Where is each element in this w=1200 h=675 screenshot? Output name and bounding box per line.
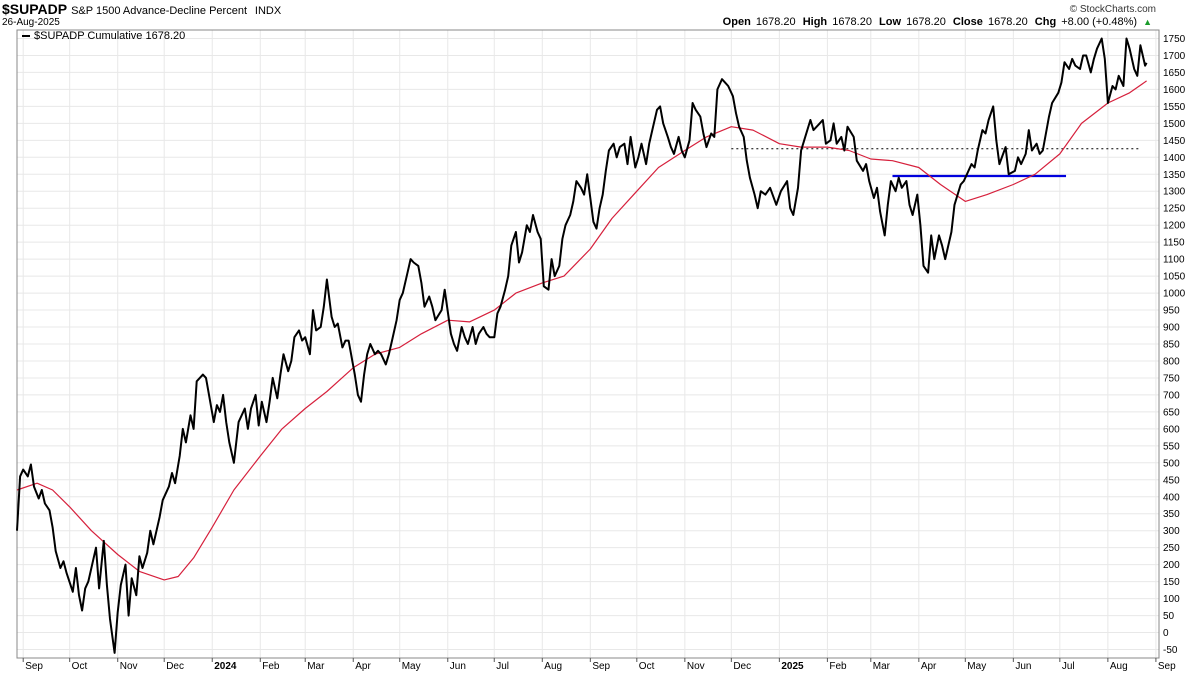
- exchange: INDX: [254, 5, 282, 17]
- y-tick-label: 1300: [1163, 187, 1186, 198]
- x-tick-label: Dec: [733, 661, 751, 672]
- y-tick-label: 1700: [1163, 51, 1186, 62]
- x-tick-label: Sep: [592, 661, 610, 672]
- x-tick-label: Dec: [166, 661, 184, 672]
- x-tick-label: Aug: [1110, 661, 1128, 672]
- x-tick-label: Sep: [1158, 661, 1176, 672]
- series-lines: [16, 37, 1148, 654]
- x-tick-label: Feb: [829, 661, 847, 672]
- chart-date: 26-Aug-2025: [2, 17, 60, 28]
- y-tick-label: 250: [1163, 543, 1180, 554]
- open-label: Open: [722, 16, 751, 28]
- y-tick-label: 150: [1163, 577, 1180, 588]
- x-tick-label: Apr: [921, 661, 937, 672]
- description: S&P 1500 Advance-Decline Percent: [71, 5, 248, 17]
- x-tick-label: 2025: [781, 661, 804, 672]
- x-tick-label: 2024: [214, 661, 237, 672]
- y-tick-label: 1000: [1163, 289, 1186, 300]
- y-tick-label: 1450: [1163, 136, 1186, 147]
- y-tick-label: 950: [1163, 306, 1180, 317]
- x-axis-ticks: Sep Oct Nov Dec 2024 Feb Mar Apr May Jun Jul Aug Sep…: [17, 657, 1176, 672]
- y-tick-label: 350: [1163, 509, 1180, 520]
- x-tick-label: Jul: [1062, 661, 1075, 672]
- y-tick-label: 1200: [1163, 221, 1186, 232]
- low-label: Low: [879, 16, 902, 28]
- x-tick-label: May: [402, 661, 421, 672]
- x-tick-label: Apr: [355, 661, 371, 672]
- x-tick-label: Oct: [72, 661, 88, 672]
- y-tick-label: 300: [1163, 526, 1180, 537]
- x-tick-label: Feb: [262, 661, 280, 672]
- y-tick-label: 1500: [1163, 119, 1186, 130]
- x-tick-label: Nov: [120, 661, 138, 672]
- y-tick-label: 200: [1163, 560, 1180, 571]
- y-axis-ticks: -50 0 50 100 150 200 250 300 350 400 450 500 550 600 6…: [1163, 34, 1186, 656]
- y-tick-label: 100: [1163, 594, 1180, 605]
- y-tick-label: 700: [1163, 390, 1180, 401]
- y-tick-label: 1600: [1163, 85, 1186, 96]
- y-tick-label: 450: [1163, 475, 1180, 486]
- chg-value: +8.00 (+0.48%): [1061, 16, 1138, 28]
- y-tick-label: 1350: [1163, 170, 1186, 181]
- open-value: 1678.20: [755, 16, 796, 28]
- x-tick-label: Jun: [1015, 661, 1031, 672]
- grid-lines: [17, 30, 1159, 658]
- y-tick-label: 1100: [1163, 255, 1185, 266]
- y-tick-label: 1400: [1163, 153, 1186, 164]
- y-tick-label: 1550: [1163, 102, 1186, 113]
- y-tick-label: 1050: [1163, 272, 1186, 283]
- x-tick-label: Nov: [687, 661, 705, 672]
- y-tick-label: 400: [1163, 492, 1180, 503]
- annotations: [731, 148, 1141, 178]
- x-tick-label: Oct: [639, 661, 655, 672]
- low-value: 1678.20: [906, 16, 946, 28]
- x-tick-label: May: [967, 661, 986, 672]
- y-tick-label: 600: [1163, 424, 1180, 435]
- y-tick-label: 500: [1163, 458, 1180, 469]
- high-value: 1678.20: [832, 16, 872, 28]
- y-tick-label: 1650: [1163, 68, 1186, 79]
- y-tick-label: 900: [1163, 323, 1180, 334]
- y-tick-label: 850: [1163, 340, 1180, 351]
- chg-label: Chg: [1034, 16, 1057, 28]
- x-tick-label: Mar: [307, 661, 325, 672]
- x-tick-label: Mar: [873, 661, 891, 672]
- y-tick-label: 800: [1163, 356, 1180, 367]
- legend-label: $SUPADP Cumulative 1678.20: [34, 30, 186, 42]
- legend-swatch: [22, 35, 30, 38]
- x-tick-label: Jul: [496, 661, 509, 672]
- high-label: High: [802, 16, 828, 28]
- y-tick-label: -50: [1163, 645, 1178, 656]
- x-tick-label: Jun: [450, 661, 466, 672]
- x-tick-label: Sep: [25, 661, 43, 672]
- y-tick-label: 550: [1163, 441, 1180, 452]
- close-value: 1678.20: [987, 16, 1028, 28]
- symbol: $SUPADP: [2, 1, 68, 17]
- y-tick-label: 50: [1163, 611, 1175, 622]
- chart-title: $SUPADP S&P 1500 Advance-Decline Percent …: [2, 1, 281, 17]
- y-tick-label: 650: [1163, 407, 1180, 418]
- price-series-line: [16, 37, 1148, 654]
- y-tick-label: 750: [1163, 373, 1180, 384]
- y-tick-label: 1150: [1163, 238, 1185, 249]
- legend: $SUPADP Cumulative 1678.20: [22, 30, 185, 42]
- brand-watermark: © StockCharts.com: [1069, 4, 1156, 15]
- y-tick-label: 1250: [1163, 204, 1186, 215]
- y-tick-label: 0: [1163, 628, 1169, 639]
- x-tick-label: Aug: [544, 661, 562, 672]
- ohlc-readout: Open 1678.20 High 1678.20 Low 1678.20 Cl…: [723, 16, 1156, 28]
- y-tick-label: 1750: [1163, 34, 1186, 45]
- up-triangle-icon: ▲: [1143, 17, 1152, 27]
- close-label: Close: [952, 16, 983, 28]
